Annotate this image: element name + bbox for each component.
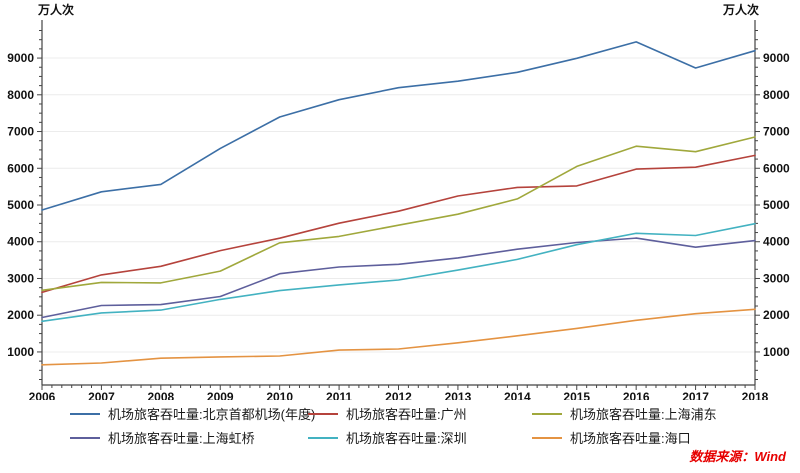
svg-text:4000: 4000 bbox=[763, 235, 790, 249]
legend-label: 机场旅客吞吐量:北京首都机场(年度) bbox=[108, 407, 316, 422]
legend-line-swatch bbox=[70, 436, 100, 439]
svg-text:万人次: 万人次 bbox=[722, 2, 759, 17]
svg-text:6000: 6000 bbox=[7, 161, 34, 175]
svg-text:8000: 8000 bbox=[7, 88, 34, 102]
svg-text:2018: 2018 bbox=[742, 390, 769, 400]
svg-text:3000: 3000 bbox=[7, 271, 34, 285]
legend-line-swatch bbox=[70, 412, 100, 415]
svg-text:2010: 2010 bbox=[266, 390, 293, 400]
legend: 机场旅客吞吐量:北京首都机场(年度) 机场旅客吞吐量:广州 机场旅客吞吐量:上海浦东… bbox=[70, 404, 756, 447]
svg-text:2014: 2014 bbox=[504, 390, 531, 400]
legend-line-swatch bbox=[532, 436, 562, 439]
svg-text:8000: 8000 bbox=[763, 88, 790, 102]
svg-text:2016: 2016 bbox=[623, 390, 650, 400]
legend-line-swatch bbox=[308, 436, 338, 439]
legend-label: 机场旅客吞吐量:海口 bbox=[570, 431, 691, 446]
svg-text:7000: 7000 bbox=[763, 125, 790, 139]
svg-text:1000: 1000 bbox=[763, 345, 790, 359]
svg-text:3000: 3000 bbox=[763, 271, 790, 285]
plot-area: 1000 1000 2000 2000 3000 3000 4000 4000 5000 5000… bbox=[7, 2, 790, 404]
svg-text:2011: 2011 bbox=[326, 390, 352, 400]
svg-text:2017: 2017 bbox=[682, 390, 709, 400]
legend-label: 机场旅客吞吐量:广州 bbox=[346, 407, 467, 422]
svg-text:2013: 2013 bbox=[445, 390, 472, 400]
svg-text:2006: 2006 bbox=[29, 390, 56, 400]
svg-text:1000: 1000 bbox=[7, 345, 34, 359]
svg-text:2015: 2015 bbox=[563, 390, 590, 400]
svg-text:2012: 2012 bbox=[385, 390, 412, 400]
svg-text:6000: 6000 bbox=[763, 161, 790, 175]
svg-text:9000: 9000 bbox=[7, 51, 34, 65]
svg-text:2000: 2000 bbox=[763, 308, 790, 322]
svg-text:5000: 5000 bbox=[763, 198, 790, 212]
svg-text:4000: 4000 bbox=[7, 235, 34, 249]
legend-item: 机场旅客吞吐量:深圳 bbox=[308, 428, 532, 447]
legend-item: 机场旅客吞吐量:北京首都机场(年度) bbox=[70, 404, 315, 423]
legend-item: 机场旅客吞吐量:上海虹桥 bbox=[70, 428, 308, 447]
svg-text:9000: 9000 bbox=[763, 51, 790, 65]
legend-line-swatch bbox=[308, 412, 338, 415]
legend-item: 机场旅客吞吐量:广州 bbox=[308, 404, 532, 423]
legend-label: 机场旅客吞吐量:上海浦东 bbox=[570, 407, 717, 422]
data-source-label: 数据来源：Wind bbox=[689, 449, 786, 464]
svg-text:2008: 2008 bbox=[147, 390, 174, 400]
svg-text:5000: 5000 bbox=[7, 198, 34, 212]
legend-label: 机场旅客吞吐量:上海虹桥 bbox=[108, 431, 255, 446]
svg-text:7000: 7000 bbox=[7, 125, 34, 139]
legend-item: 机场旅客吞吐量:海口 bbox=[532, 428, 756, 447]
svg-text:2009: 2009 bbox=[207, 390, 234, 400]
svg-text:2007: 2007 bbox=[88, 390, 115, 400]
svg-text:2000: 2000 bbox=[7, 308, 34, 322]
svg-text:万人次: 万人次 bbox=[37, 2, 74, 17]
legend-item: 机场旅客吞吐量:上海浦东 bbox=[532, 404, 756, 423]
legend-label: 机场旅客吞吐量:深圳 bbox=[346, 431, 467, 446]
legend-line-swatch bbox=[532, 412, 562, 415]
